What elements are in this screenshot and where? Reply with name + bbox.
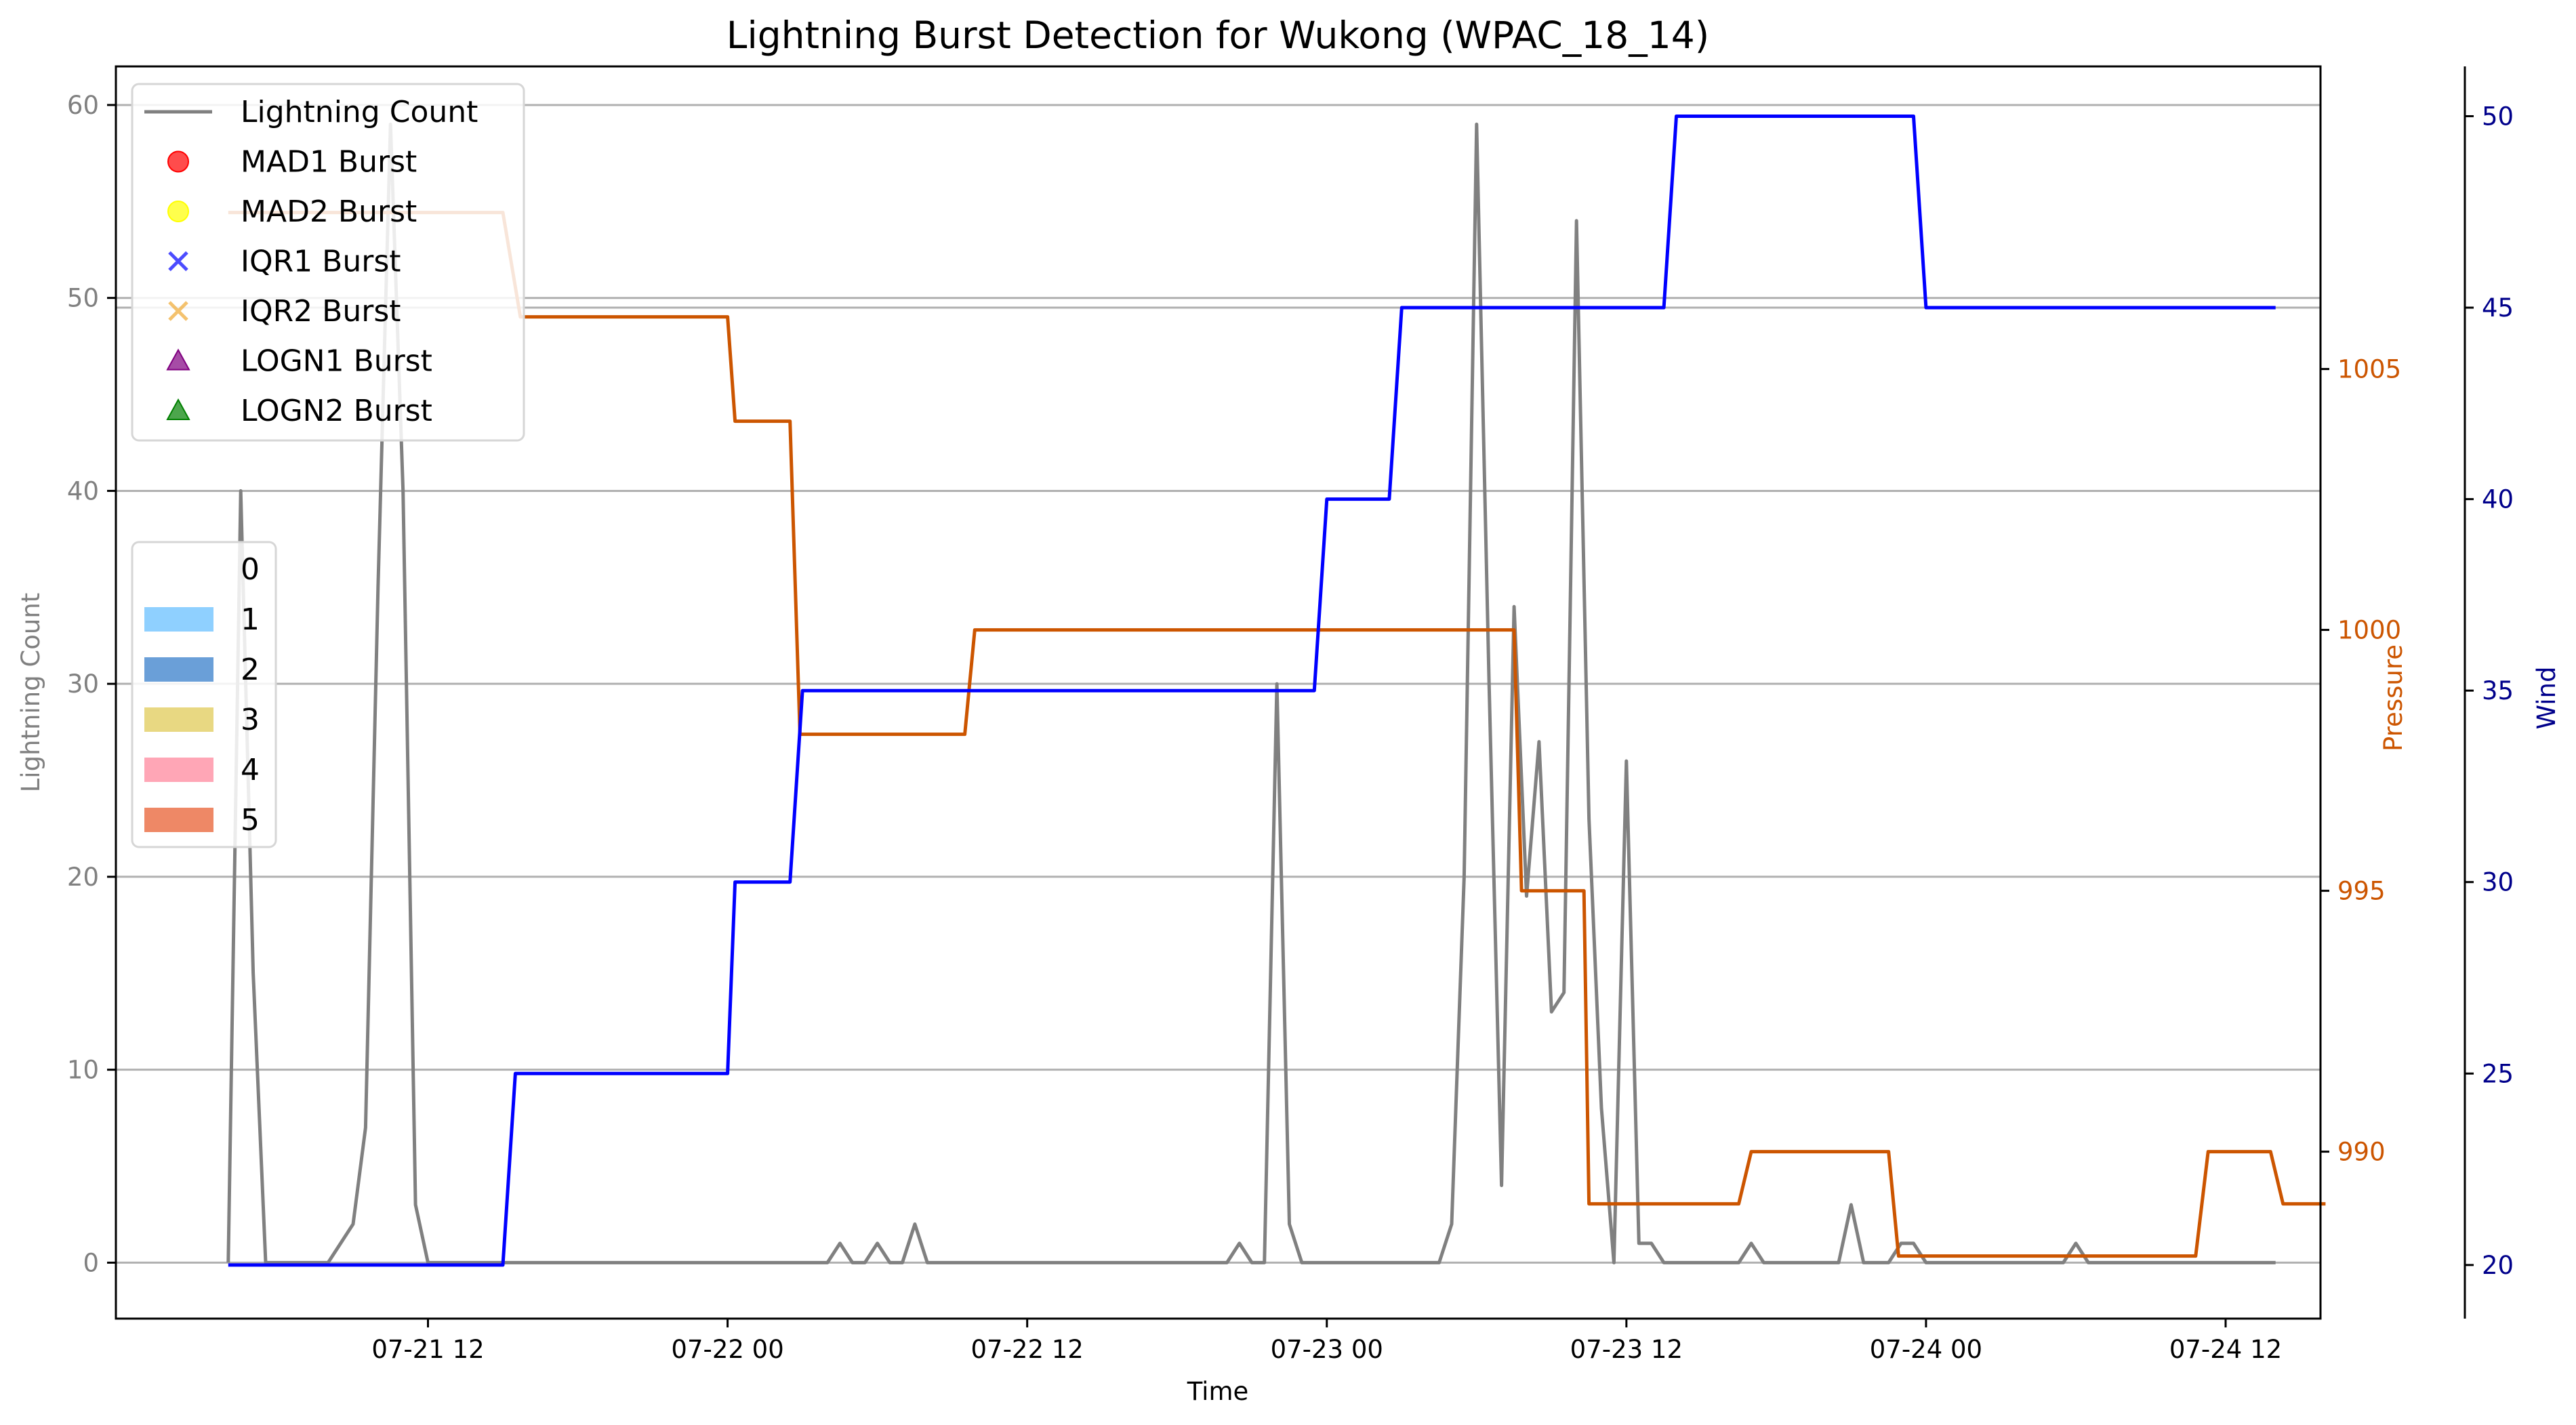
x-tick-label: 07-23 00 — [1271, 1335, 1383, 1364]
legend-label: IQR2 Burst — [241, 294, 401, 329]
lightning-tick-label: 30 — [67, 669, 99, 699]
wind-tick-label: 35 — [2482, 676, 2514, 705]
lightning-tick-label: 0 — [83, 1248, 99, 1277]
x-tick-label: 07-24 00 — [1870, 1335, 1982, 1364]
wind-tick-label: 50 — [2482, 102, 2514, 131]
series-line-wind — [228, 115, 2276, 1267]
wind-tick-label: 25 — [2482, 1059, 2514, 1088]
legend-swatch-5 — [144, 808, 213, 832]
plot-frame — [115, 65, 2322, 1320]
category-legend-box — [131, 541, 277, 848]
legend-marker-logn2-burst — [166, 398, 190, 420]
legend-marker-iqr2-burst — [168, 301, 188, 321]
series-line-pressure — [228, 211, 2326, 1258]
legend-label: LOGN1 Burst — [241, 344, 432, 379]
series-lines — [226, 115, 2326, 1267]
x-tick-label: 07-23 12 — [1570, 1335, 1683, 1364]
legend-swatch-2 — [144, 657, 213, 682]
wind-tick-label: 45 — [2482, 293, 2514, 323]
legend-marker-mad1-burst — [167, 150, 189, 173]
legend-label: IQR1 Burst — [241, 245, 401, 279]
legend-category-label: 3 — [241, 703, 260, 737]
legend-category-label: 0 — [241, 552, 260, 587]
lightning-axis-label: Lightning Count — [16, 593, 45, 793]
legend-swatch-1 — [144, 607, 213, 632]
series-line-lightning-count — [226, 122, 2276, 1264]
legend-box — [131, 83, 525, 442]
lightning-tick-label: 60 — [67, 91, 99, 120]
legend-swatch-0 — [144, 557, 213, 581]
legend-swatch-4 — [144, 758, 213, 782]
legend-label: LOGN2 Burst — [241, 394, 432, 428]
legend-label: MAD1 Burst — [241, 145, 417, 180]
x-axis-ticks: 07-21 12 07-22 00 07-22 12 07-23 00 07-23 12… — [371, 1319, 2282, 1364]
legend-marker-iqr1-burst — [168, 251, 188, 272]
wind-tick-label: 20 — [2482, 1251, 2514, 1280]
lightning-tick-label: 50 — [67, 284, 99, 313]
chart-title: Lightning Burst Detection for Wukong (WP… — [727, 14, 1709, 57]
pressure-tick-label: 1000 — [2337, 616, 2401, 645]
pressure-tick-label: 995 — [2337, 877, 2386, 906]
x-tick-label: 07-22 00 — [671, 1335, 783, 1364]
legend-category-label: 5 — [241, 803, 260, 838]
legend-category-label: 1 — [241, 602, 260, 637]
wind-axis-ticks: 20 25 30 35 40 45 50 — [2465, 102, 2514, 1280]
wind-tick-label: 40 — [2482, 485, 2514, 514]
legend-label: MAD2 Burst — [241, 194, 417, 229]
lightning-tick-label: 10 — [67, 1056, 99, 1085]
legend-category-label: 2 — [241, 653, 260, 687]
lightning-tick-label: 40 — [67, 476, 99, 505]
legend-label: Lightning Count — [241, 95, 478, 129]
x-axis-label: Time — [1187, 1377, 1249, 1406]
legend-categories: 0 1 2 3 4 5 — [131, 541, 277, 848]
wind-axis-label: Wind — [2532, 667, 2561, 730]
pressure-tick-label: 1005 — [2337, 355, 2401, 384]
legend-marker-mad2-burst — [167, 201, 189, 222]
wind-tick-label: 30 — [2482, 868, 2514, 897]
pressure-axis-ticks: 990 995 1000 1005 — [2321, 355, 2401, 1167]
pressure-tick-label: 990 — [2337, 1138, 2386, 1167]
x-tick-label: 07-24 12 — [2169, 1335, 2282, 1364]
x-tick-label: 07-22 12 — [970, 1335, 1083, 1364]
legend-category-label: 4 — [241, 753, 260, 787]
x-tick-label: 07-21 12 — [371, 1335, 484, 1364]
pressure-axis-label: Pressure — [2379, 644, 2408, 751]
lightning-tick-label: 20 — [67, 863, 99, 892]
legend-swatch-3 — [144, 707, 213, 732]
legend-marker-logn1-burst — [166, 348, 190, 371]
lightning-axis-ticks: 0 10 20 30 40 50 60 — [67, 91, 116, 1277]
legend-burst-markers: Lightning Count MAD1 Burst MAD2 Burst IQR1 … — [131, 83, 525, 442]
